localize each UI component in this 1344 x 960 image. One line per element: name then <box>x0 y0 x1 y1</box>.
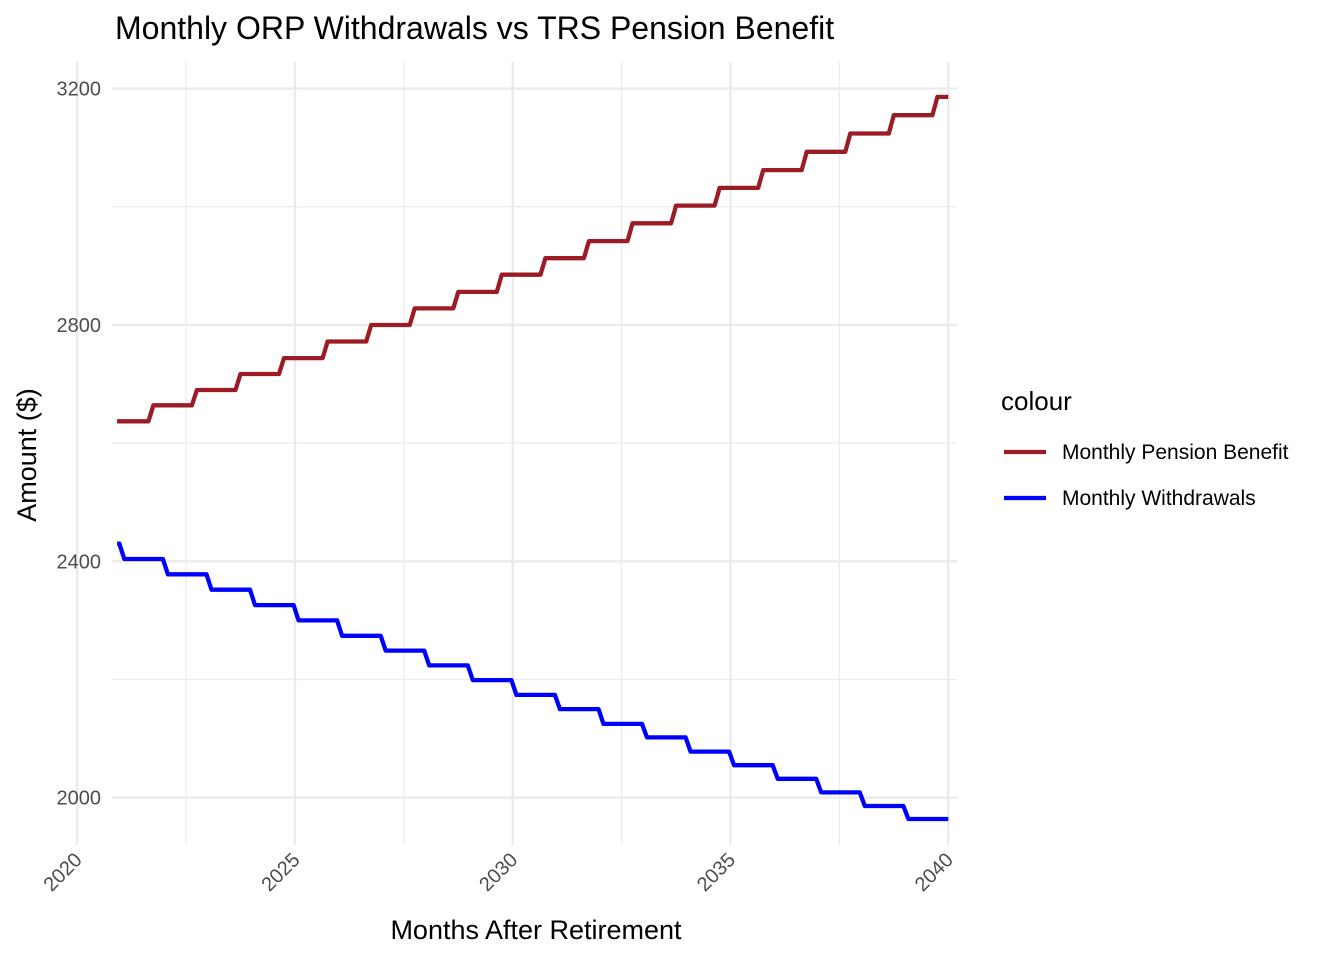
x-axis-title: Months After Retirement <box>390 915 682 945</box>
x-tick-label: 2025 <box>257 849 304 896</box>
series-line <box>117 94 949 424</box>
series-lines <box>117 94 949 822</box>
x-axis-ticks: 2020 2025 2030 2035 2040 <box>40 849 958 896</box>
y-tick-label: 3200 <box>57 79 102 101</box>
legend: colour Monthly Pension Benefit Monthly Wi… <box>1001 386 1289 510</box>
legend-label: Monthly Withdrawals <box>1062 487 1256 510</box>
x-tick-label: 2040 <box>911 849 958 896</box>
x-tick-label: 2035 <box>693 849 740 896</box>
x-tick-label: 2020 <box>40 849 87 896</box>
grid <box>75 62 957 845</box>
legend-items: Monthly Pension Benefit Monthly Withdrawa… <box>1004 441 1289 510</box>
legend-label: Monthly Pension Benefit <box>1062 441 1289 464</box>
legend-title: colour <box>1001 386 1072 416</box>
chart-title: Monthly ORP Withdrawals vs TRS Pension B… <box>115 10 834 46</box>
y-tick-label: 2400 <box>57 551 102 573</box>
y-axis-ticks: 2000 2400 2800 3200 <box>57 79 102 810</box>
y-tick-label: 2000 <box>57 788 102 810</box>
x-tick-label: 2030 <box>475 849 522 896</box>
y-axis-title: Amount ($) <box>12 388 42 522</box>
series-line <box>117 541 949 822</box>
y-tick-label: 2800 <box>57 315 102 337</box>
